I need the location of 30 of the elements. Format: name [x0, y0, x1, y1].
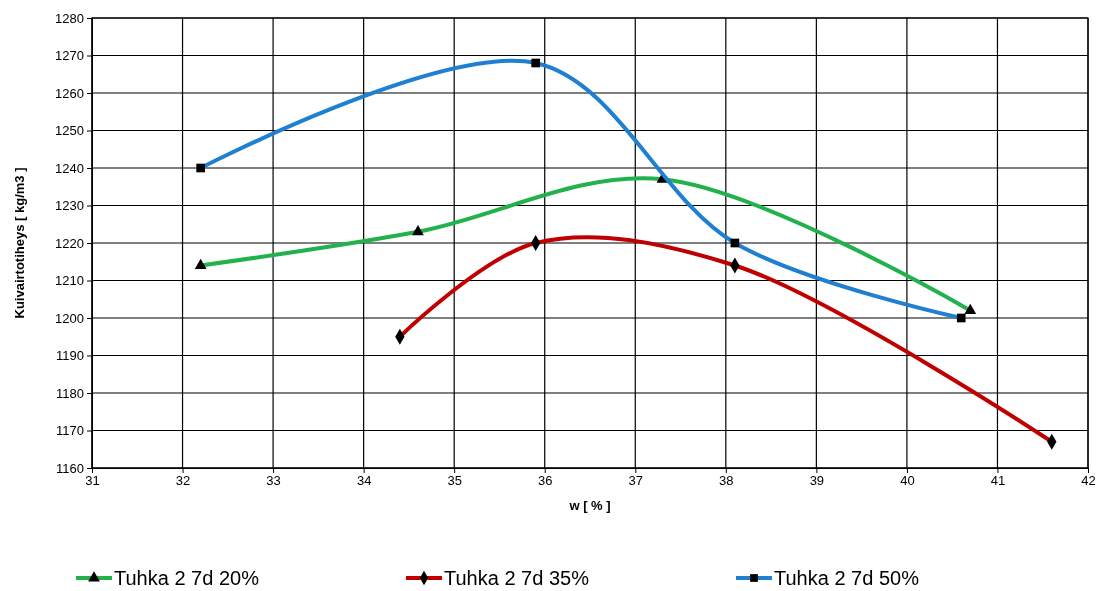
- y-tick-label: 1180: [56, 385, 84, 401]
- x-tick-label: 32: [175, 473, 191, 489]
- legend-label: Tuhka 2 7d 35%: [444, 567, 590, 589]
- x-tick-label: 40: [900, 473, 915, 489]
- y-tick-label: 1240: [55, 160, 84, 176]
- x-tick-label: 35: [447, 473, 462, 489]
- x-tick-label: 37: [628, 473, 644, 489]
- y-tick-label: 1250: [55, 123, 84, 139]
- x-tick-label: 41: [990, 473, 1006, 489]
- y-tick-label: 1270: [55, 48, 84, 64]
- y-tick-label: 1210: [55, 273, 84, 289]
- legend-label: Tuhka 2 7d 20%: [114, 567, 260, 589]
- y-axis-title: Kuivairtotiheys [ kg/m3 ]: [12, 167, 27, 319]
- y-tick-label: 1190: [56, 348, 84, 364]
- x-tick-label: 38: [719, 473, 734, 489]
- y-tick-label: 1200: [55, 310, 84, 326]
- x-tick-label: 36: [537, 473, 553, 489]
- y-tick-label: 1230: [55, 198, 84, 214]
- y-tick-label: 1170: [56, 423, 84, 439]
- y-tick-label: 1160: [56, 460, 84, 476]
- x-axis-title: w [ % ]: [568, 498, 611, 513]
- x-tick-label: 34: [356, 473, 372, 489]
- y-tick-label: 1260: [55, 85, 84, 101]
- x-tick-label: 31: [85, 473, 100, 489]
- y-tick-label: 1220: [55, 235, 84, 251]
- legend-label: Tuhka 2 7d 50%: [774, 567, 920, 589]
- y-tick-label: 1280: [55, 10, 84, 26]
- x-tick-label: 33: [266, 473, 281, 489]
- x-tick-label: 42: [1081, 473, 1096, 489]
- x-tick-label: 39: [809, 473, 825, 489]
